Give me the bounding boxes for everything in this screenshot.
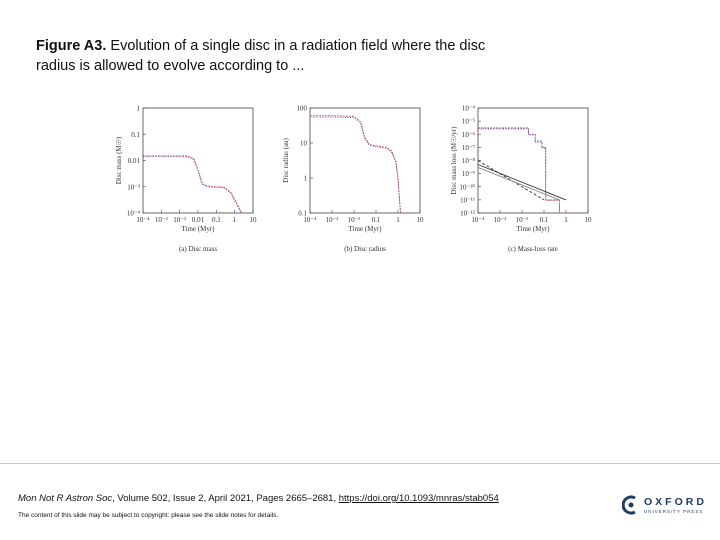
x-tick-label: 0.01: [192, 216, 205, 224]
chart-mass-loss: 10⁻⁴ 10⁻³ 10⁻² 0.1 1 10 10⁻⁴ 10⁻⁵ 10⁻⁶ 10⁻⁷ 10⁻⁸ 10…: [450, 105, 593, 254]
panel-caption: (a) Disc mass: [179, 245, 217, 253]
x-tick-label: 0.1: [540, 216, 549, 224]
x-axis-label: Time (Myr): [349, 225, 383, 233]
x-tick-label: 1: [564, 216, 568, 224]
x-tick-label: 0.1: [212, 216, 221, 224]
y-axis-label: Disc mass (M☉): [115, 136, 123, 184]
panel-caption: (b) Disc radius: [344, 245, 386, 253]
x-tick-label: 10: [585, 216, 593, 224]
series-line: [143, 156, 242, 214]
journal-name: Mon Not R Astron Soc: [18, 493, 113, 504]
y-tick-label: 10⁻⁴: [127, 210, 141, 218]
y-tick-label: 10⁻³: [127, 183, 140, 191]
x-axis-label: Time (Myr): [517, 225, 551, 233]
figure: 10⁻⁴ 10⁻³ 10⁻² 0.01 0.1 1 10 1 0.1 0.01 10⁻³ 10⁻⁴ Ti…: [110, 100, 592, 265]
x-tick-label: 0.1: [372, 216, 381, 224]
y-tick-label: 10⁻¹²: [460, 210, 475, 218]
footer-divider: [0, 463, 720, 464]
panel-disc-mass: 10⁻⁴ 10⁻³ 10⁻² 0.01 0.1 1 10 1 0.1 0.01 10⁻³ 10⁻⁴ Ti…: [115, 100, 265, 265]
y-tick-label: 0.1: [298, 210, 307, 218]
y-tick-label: 100: [297, 105, 308, 113]
series-line: [477, 160, 545, 201]
plot-frame: [477, 107, 589, 214]
y-tick-label: 10⁻¹¹: [460, 196, 475, 204]
y-tick-label: 10⁻⁷: [462, 144, 476, 152]
y-tick-label: 10: [300, 140, 308, 148]
x-axis-label: Time (Myr): [182, 225, 216, 233]
oxford-logo-word: OXFORD: [644, 496, 707, 508]
x-tick-label: 10: [250, 216, 258, 224]
oxford-logo-sub: UNIVERSITY PRESS: [644, 509, 704, 514]
panel-disc-radius: 10⁻⁴ 10⁻³ 10⁻² 0.1 1 10 100 10 1 0.1 Time (Myr) Dis…: [282, 100, 432, 265]
oxford-logo-icon: [622, 495, 636, 515]
y-tick-label: 0.01: [128, 157, 141, 165]
copyright-notice: The content of this slide may be subject…: [18, 512, 279, 519]
y-axis-label: Disc mass loss (M☉/yr): [450, 126, 458, 195]
y-tick-label: 10⁻⁶: [462, 131, 476, 139]
doi-link[interactable]: https://doi.org/10.1093/mnras/stab054: [338, 493, 499, 504]
x-tick-label: 10⁻⁴: [303, 216, 317, 224]
y-tick-label: 10⁻¹⁰: [459, 183, 475, 191]
x-tick-label: 10⁻³: [155, 216, 168, 224]
figure-title: Figure A3. Evolution of a single disc in…: [36, 36, 516, 76]
citation: Mon Not R Astron Soc, Volume 502, Issue …: [18, 493, 499, 504]
y-tick-label: 1: [137, 105, 141, 113]
y-axis-label: Disc radius (au): [282, 137, 290, 182]
x-tick-label: 10⁻³: [494, 216, 507, 224]
figure-label: Figure A3.: [36, 38, 107, 54]
y-tick-label: 10⁻⁵: [462, 118, 476, 126]
y-tick-label: 10⁻⁸: [462, 157, 476, 165]
y-tick-label: 1: [304, 175, 308, 183]
citation-details: , Volume 502, Issue 2, April 2021, Pages…: [112, 493, 339, 504]
x-tick-label: 10⁻²: [516, 216, 529, 224]
series-line: [143, 155, 242, 214]
x-tick-label: 10: [417, 216, 425, 224]
plot-frame: [309, 107, 421, 214]
series-line: [477, 166, 560, 201]
series-line: [478, 128, 573, 214]
series-line: [477, 164, 567, 201]
series-line: [478, 127, 573, 214]
x-tick-label: 1: [233, 216, 237, 224]
x-tick-label: 10⁻⁴: [136, 216, 150, 224]
x-tick-label: 10⁻²: [348, 216, 361, 224]
x-tick-label: 10⁻²: [173, 216, 186, 224]
figure-description: Evolution of a single disc in a radiatio…: [36, 38, 486, 74]
x-tick-label: 10⁻⁴: [471, 216, 485, 224]
plot-frame: [142, 107, 254, 214]
chart-disc-mass: 10⁻⁴ 10⁻³ 10⁻² 0.01 0.1 1 10 1 0.1 0.01 10⁻³ 10⁻⁴ Ti…: [115, 105, 258, 254]
y-tick-label: 10⁻⁴: [462, 105, 476, 113]
panel-mass-loss: 10⁻⁴ 10⁻³ 10⁻² 0.1 1 10 10⁻⁴ 10⁻⁵ 10⁻⁶ 10⁻⁷ 10⁻⁸ 10…: [450, 100, 600, 265]
y-tick-label: 10⁻⁹: [462, 170, 476, 178]
y-tick-label: 0.1: [131, 131, 140, 139]
oxford-logo: OXFORD UNIVERSITY PRESS: [622, 494, 712, 518]
panel-caption: (c) Mass-loss rate: [508, 245, 558, 253]
x-tick-label: 1: [396, 216, 400, 224]
x-tick-label: 10⁻³: [326, 216, 339, 224]
